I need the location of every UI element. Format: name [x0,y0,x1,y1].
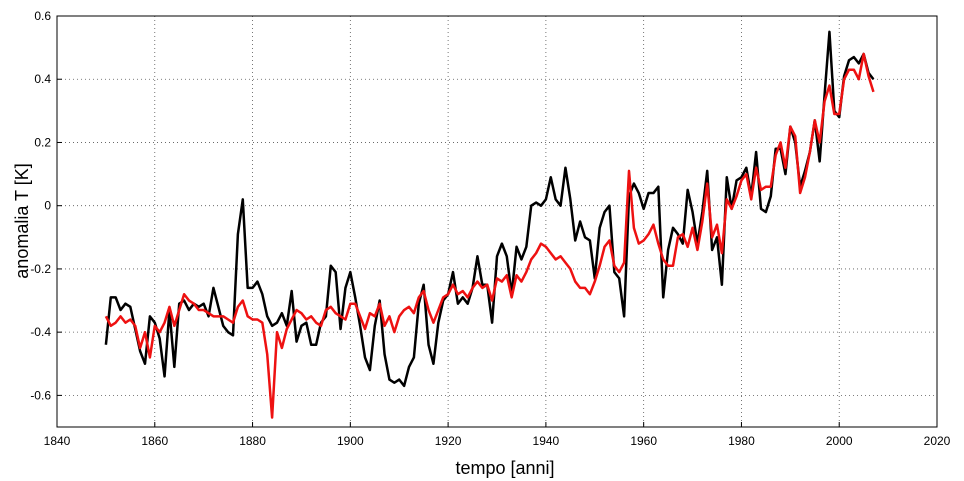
y-tick-label: -0.2 [30,262,51,276]
x-tick-label: 1920 [435,434,462,448]
x-axis-label: tempo [anni] [455,458,554,478]
y-tick-label: 0.2 [34,135,51,149]
y-axis-label: anomalia T [K] [12,163,32,278]
data-line [104,52,875,419]
x-tick-label: 1940 [533,434,560,448]
plot-frame [56,15,938,428]
x-tick-label: 1840 [44,434,71,448]
x-tick-label: 2020 [924,434,951,448]
y-tick-label: 0 [44,199,51,213]
x-tick-label: 1900 [337,434,364,448]
x-tick-label: 1980 [728,434,755,448]
y-tick-label: 0.6 [34,9,51,23]
x-tick-label: 1960 [630,434,657,448]
y-tick-label: 0.4 [34,72,51,86]
x-tick-label: 1860 [141,434,168,448]
x-tick-label: 2000 [826,434,853,448]
x-tick-label: 1880 [239,434,266,448]
y-tick-label: -0.4 [30,325,51,339]
y-tick-label: -0.6 [30,388,51,402]
